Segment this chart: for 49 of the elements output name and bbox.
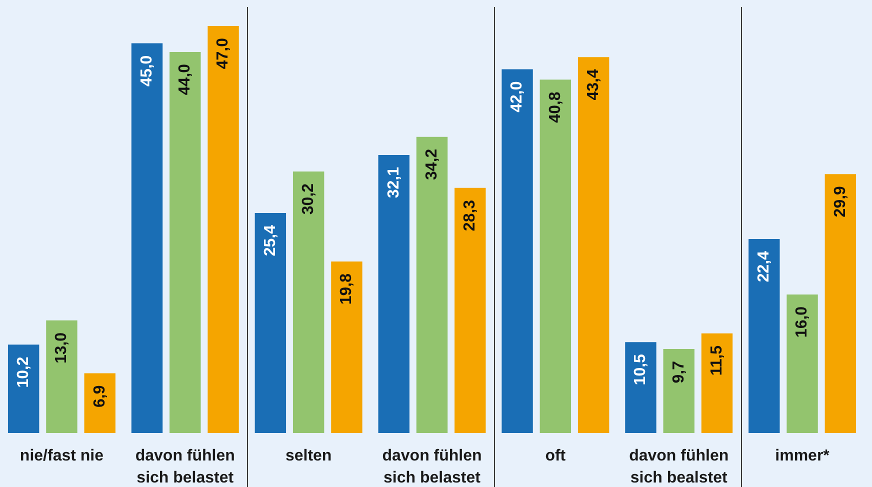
data-label: 30,2	[300, 183, 317, 215]
data-label: 42,0	[508, 81, 526, 112]
bar	[663, 349, 694, 433]
data-label: 45,0	[138, 55, 156, 86]
bar	[824, 174, 856, 433]
bar	[786, 294, 818, 433]
data-label: 19,8	[338, 273, 356, 305]
bar	[502, 69, 533, 433]
data-label: 11,5	[708, 345, 726, 376]
x-tick-label: davon fühlen sich belastet	[382, 447, 482, 486]
data-label: 29,9	[832, 186, 849, 218]
bar	[416, 136, 448, 433]
x-tick-label: nie/fast nie	[20, 447, 104, 464]
data-label: 28,3	[462, 200, 479, 232]
bar	[454, 188, 486, 433]
data-label: 40,8	[546, 92, 564, 123]
bar	[208, 26, 239, 433]
bar	[625, 342, 656, 433]
bar	[292, 171, 324, 433]
data-label: 44,0	[176, 64, 194, 96]
data-label: 10,5	[632, 354, 650, 386]
data-label: 25,4	[262, 224, 279, 256]
bar	[170, 52, 201, 433]
data-label: 22,4	[756, 250, 773, 282]
x-tick-label: davon fühlen sich bealstet	[629, 447, 729, 486]
bar	[748, 239, 780, 433]
data-label: 9,7	[670, 360, 688, 384]
bar	[540, 80, 572, 433]
bar	[8, 344, 40, 433]
bar	[701, 333, 733, 433]
data-label: 16,0	[794, 306, 811, 338]
x-tick-label: selten	[285, 447, 332, 464]
bar	[331, 262, 362, 433]
data-label: 13,0	[53, 332, 70, 364]
data-label: 47,0	[214, 38, 232, 70]
data-label: 34,2	[423, 148, 440, 180]
data-label: 43,4	[584, 69, 602, 100]
bar	[578, 57, 610, 433]
bar	[131, 43, 163, 433]
data-label: 32,1	[385, 166, 402, 198]
data-label: 6,9	[91, 385, 108, 408]
x-tick-label: immer*	[775, 447, 830, 464]
x-tick-label: oft	[545, 447, 566, 464]
data-label: 10,2	[14, 356, 32, 388]
bar	[46, 320, 78, 433]
x-tick-label: davon fühlen sich belastet	[135, 447, 235, 486]
bar	[84, 373, 116, 433]
bar	[378, 155, 410, 433]
bar	[254, 213, 286, 433]
